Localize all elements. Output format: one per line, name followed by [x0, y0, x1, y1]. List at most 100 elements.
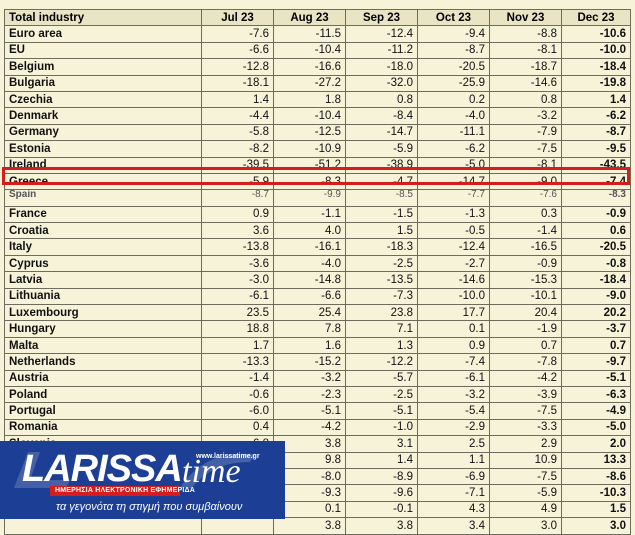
value-cell: 1.1: [417, 451, 490, 469]
value-cell: 1.6: [273, 336, 346, 355]
country-cell: Bulgaria: [4, 74, 202, 92]
value-cell: -3.2: [417, 385, 490, 404]
value-cell: -10.9: [273, 140, 346, 158]
value-cell: -10.0: [417, 287, 490, 306]
value-cell: 1.7: [201, 336, 274, 355]
value-cell: -12.4: [417, 238, 490, 256]
value-cell: -1.0: [345, 418, 418, 437]
value-cell: -5.0: [417, 156, 490, 174]
value-cell: -0.5: [417, 222, 490, 240]
value-cell: [201, 517, 274, 535]
value-cell: 0.1: [417, 320, 490, 338]
country-cell: Romania: [4, 418, 202, 437]
value-cell: -0.9: [561, 205, 631, 224]
value-cell: -14.6: [417, 271, 490, 289]
value-cell: -5.9: [345, 140, 418, 158]
value-cell: 3.4: [417, 517, 490, 535]
value-cell: -0.8: [561, 254, 631, 273]
table-row: Italy -13.8 -16.1 -18.3 -12.4 -16.5 -20.5: [4, 238, 631, 256]
value-cell: -2.5: [345, 254, 418, 273]
value-cell: -20.5: [561, 238, 631, 256]
value-cell: -7.1: [417, 484, 490, 502]
value-cell: -4.7: [345, 172, 418, 191]
value-cell: -16.5: [489, 238, 562, 256]
value-cell: -13.5: [345, 271, 418, 289]
value-cell: -18.0: [345, 58, 418, 76]
value-cell: 3.0: [489, 517, 562, 535]
value-cell: -1.4: [201, 369, 274, 387]
value-cell: -2.7: [417, 254, 490, 273]
table-row: 3.8 3.8 3.4 3.0 3.0: [4, 517, 631, 535]
country-cell: Hungary: [4, 320, 202, 338]
value-cell: -13.8: [201, 238, 274, 256]
value-cell: -8.1: [489, 41, 562, 60]
table-row: Netherlands -13.3 -15.2 -12.2 -7.4 -7.8 -9.7: [4, 353, 631, 371]
table-row: Croatia 3.6 4.0 1.5 -0.5 -1.4 0.6: [4, 222, 631, 240]
value-cell: 23.5: [201, 304, 274, 322]
logo-subtitle-bar: [50, 486, 180, 496]
value-cell: 0.9: [201, 205, 274, 224]
header-oct-23: Oct 23: [417, 8, 490, 27]
value-cell: -10.4: [273, 107, 346, 125]
value-cell: 3.8: [273, 517, 346, 535]
value-cell: -6.6: [201, 41, 274, 60]
value-cell: -5.0: [561, 418, 631, 437]
value-cell: 0.8: [489, 90, 562, 109]
value-cell: -9.9: [273, 189, 346, 207]
value-cell: -10.3: [561, 484, 631, 502]
value-cell: 4.0: [273, 222, 346, 240]
table-row: Czechia 1.4 1.8 0.8 0.2 0.8 1.4: [4, 90, 631, 109]
value-cell: 1.3: [345, 336, 418, 355]
logo-brand-larissa: LARISSA: [22, 448, 183, 490]
value-cell: -8.3: [273, 172, 346, 191]
value-cell: -38.9: [345, 156, 418, 174]
table-row: Cyprus -3.6 -4.0 -2.5 -2.7 -0.9 -0.8: [4, 254, 631, 273]
logo-brand-time: time: [182, 453, 241, 490]
country-cell: Luxembourg: [4, 304, 202, 322]
value-cell: -6.6: [273, 287, 346, 306]
value-cell: -12.2: [345, 353, 418, 371]
table-row: Austria -1.4 -3.2 -5.7 -6.1 -4.2 -5.1: [4, 369, 631, 387]
table-row: Bulgaria -18.1 -27.2 -32.0 -25.9 -14.6 -19.8: [4, 74, 631, 92]
country-cell: Czechia: [4, 90, 202, 109]
value-cell: -4.4: [201, 107, 274, 125]
value-cell: 4.9: [489, 500, 562, 519]
value-cell: 4.3: [417, 500, 490, 519]
value-cell: -14.7: [417, 172, 490, 191]
table-row: Poland -0.6 -2.3 -2.5 -3.2 -3.9 -6.3: [4, 385, 631, 404]
value-cell: -25.9: [417, 74, 490, 92]
value-cell: -1.4: [489, 222, 562, 240]
value-cell: 1.4: [201, 90, 274, 109]
value-cell: -1.9: [489, 320, 562, 338]
value-cell: -6.1: [201, 287, 274, 306]
country-cell: Ireland: [4, 156, 202, 174]
table-row: Greece -5.9 -8.3 -4.7 -14.7 -9.0 -7.4: [4, 172, 631, 191]
value-cell: -8.7: [561, 123, 631, 142]
value-cell: -8.4: [345, 107, 418, 125]
value-cell: -6.2: [417, 140, 490, 158]
country-cell: Estonia: [4, 140, 202, 158]
value-cell: -0.1: [345, 500, 418, 519]
value-cell: -1.3: [417, 205, 490, 224]
country-cell: Euro area: [4, 25, 202, 43]
value-cell: 25.4: [273, 304, 346, 322]
value-cell: -8.7: [201, 189, 274, 207]
value-cell: -11.1: [417, 123, 490, 142]
value-cell: -2.9: [417, 418, 490, 437]
table-row: Euro area -7.6 -11.5 -12.4 -9.4 -8.8 -10.6: [4, 25, 631, 43]
table-row: Hungary 18.8 7.8 7.1 0.1 -1.9 -3.7: [4, 320, 631, 338]
value-cell: -7.5: [489, 402, 562, 420]
value-cell: 20.4: [489, 304, 562, 322]
value-cell: -4.9: [561, 402, 631, 420]
larissatime-logo: LARISSA time www.larissatime.gr ΗΜΕΡΗΣΙΑ…: [0, 441, 285, 519]
value-cell: -8.7: [417, 41, 490, 60]
value-cell: -16.6: [273, 58, 346, 76]
value-cell: 7.1: [345, 320, 418, 338]
value-cell: -8.8: [489, 25, 562, 43]
value-cell: 17.7: [417, 304, 490, 322]
value-cell: -6.3: [561, 385, 631, 404]
value-cell: 20.2: [561, 304, 631, 322]
table-row: Portugal -6.0 -5.1 -5.1 -5.4 -7.5 -4.9: [4, 402, 631, 420]
value-cell: -43.5: [561, 156, 631, 174]
value-cell: -3.6: [201, 254, 274, 273]
